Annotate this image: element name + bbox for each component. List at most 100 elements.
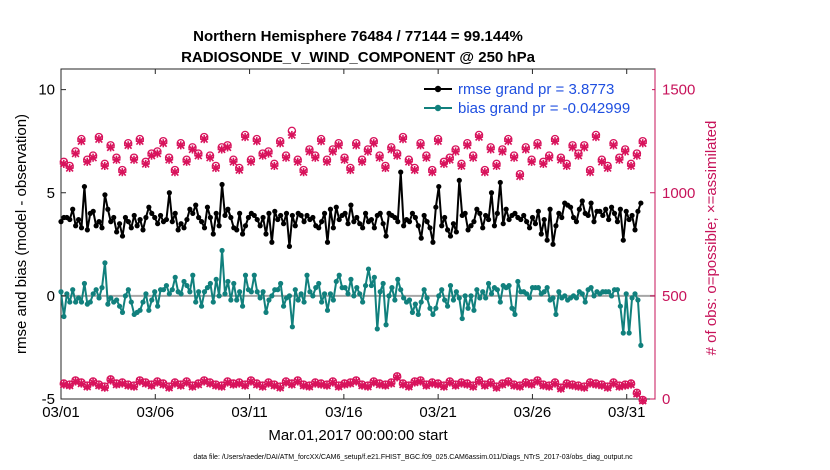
rmse-point	[272, 208, 278, 214]
rmse-point	[219, 181, 225, 188]
obs-assimilated-point	[492, 161, 501, 171]
rmse-point	[196, 214, 202, 221]
rmse-point	[471, 219, 477, 225]
rmse-point	[541, 216, 547, 223]
rmse-point	[620, 237, 626, 243]
rmse-point	[485, 216, 492, 223]
obs-assimilated-point	[194, 151, 203, 160]
obs-assimilated-point	[597, 157, 606, 166]
rmse-point	[93, 223, 99, 229]
bias-point	[483, 295, 489, 301]
bias-point	[93, 287, 99, 293]
x-axis-label: Mar.01,2017 00:00:00 start	[268, 427, 448, 444]
obs-assimilated-point	[621, 147, 630, 156]
obs-assimilated-point	[626, 380, 636, 389]
obs-assimilated-point	[626, 161, 636, 171]
rmse-point	[377, 210, 383, 216]
bias-point	[310, 293, 316, 299]
rmse-point	[444, 227, 451, 233]
obs-assimilated-point	[241, 132, 250, 142]
bias-point	[427, 305, 433, 311]
obs-assimilated-point	[352, 141, 361, 150]
rmse-point	[166, 190, 172, 196]
rmse-point	[421, 212, 427, 219]
obs-assimilated-point	[223, 143, 232, 152]
obs-assimilated-point	[346, 165, 355, 175]
obs-assimilated-point	[562, 380, 571, 389]
bias-point	[254, 289, 260, 295]
y-axis-left: -5 0 5 10	[38, 82, 66, 408]
rmse-point	[237, 210, 243, 216]
rmse-point	[360, 225, 366, 231]
bias-point	[146, 307, 152, 313]
obs-assimilated-point	[510, 153, 519, 162]
rmse-point	[626, 216, 632, 223]
obs-assimilated-point	[129, 382, 139, 391]
rmse-point	[143, 214, 149, 221]
rmse-point	[184, 216, 190, 223]
bias-point	[137, 307, 143, 313]
rmse-point	[225, 206, 231, 212]
obs-assimilated-point	[510, 381, 519, 390]
rmse-point	[169, 219, 175, 225]
obs-assimilated-point	[580, 143, 589, 152]
rmse-point	[497, 179, 503, 186]
bias-point	[506, 282, 512, 289]
legend-rmse-label: rmse grand pr = 3.8773	[458, 81, 614, 98]
bias-point	[544, 285, 550, 291]
obs-assimilated-point	[135, 137, 144, 146]
bias-point	[70, 287, 76, 293]
obs-assimilated-point	[404, 382, 413, 391]
rmse-point	[251, 212, 257, 219]
rmse-point	[146, 204, 152, 210]
bias-point	[266, 297, 272, 303]
rmse-point	[573, 219, 580, 225]
y-left-tick-label: 10	[38, 82, 55, 99]
bias-point	[155, 303, 161, 309]
bias-point	[357, 291, 363, 297]
rmse-point	[327, 206, 334, 212]
bias-point	[392, 297, 398, 303]
obs-assimilated-point	[59, 380, 68, 389]
bias-point	[553, 311, 559, 318]
bias-point	[362, 282, 369, 289]
obs-assimilated-point	[305, 147, 314, 156]
x-tick-label: 03/31	[608, 404, 646, 421]
legend-bias-marker	[434, 104, 442, 112]
rmse-point	[512, 210, 518, 216]
obs-assimilated-point	[94, 135, 103, 144]
bias-point	[330, 297, 336, 303]
rmse-point	[316, 225, 322, 231]
rmse-point	[494, 210, 500, 216]
obs-assimilated-point	[357, 157, 367, 166]
y-axis-right: 0 500 1000 1500	[650, 69, 695, 408]
rmse-point	[99, 225, 105, 231]
bias-point	[395, 276, 401, 282]
obs-assimilated-point	[287, 130, 296, 140]
rmse-point	[190, 210, 196, 216]
bias-point	[160, 287, 167, 293]
obs-assimilated-point	[480, 168, 489, 177]
bias-point	[96, 295, 102, 301]
obs-assimilated-point	[311, 153, 320, 162]
bias-point	[351, 293, 357, 299]
rmse-point	[257, 223, 263, 229]
rmse-point	[567, 204, 574, 210]
bias-point	[608, 293, 615, 299]
bias-point	[632, 291, 638, 297]
obs-assimilated-point	[59, 159, 68, 168]
bias-point	[424, 295, 430, 301]
obs-assimilated-point	[457, 161, 466, 171]
bias-series	[58, 247, 644, 348]
rmse-point	[67, 216, 73, 223]
x-tick-label: 03/11	[231, 404, 267, 421]
bias-point	[389, 285, 395, 291]
rmse-point	[579, 198, 585, 204]
obs-assimilated-point	[533, 377, 542, 386]
rmse-point	[398, 169, 404, 175]
rmse-point	[611, 210, 618, 216]
bias-point	[286, 293, 293, 299]
obs-assimilated-point	[229, 380, 238, 389]
rmse-point	[122, 214, 129, 221]
